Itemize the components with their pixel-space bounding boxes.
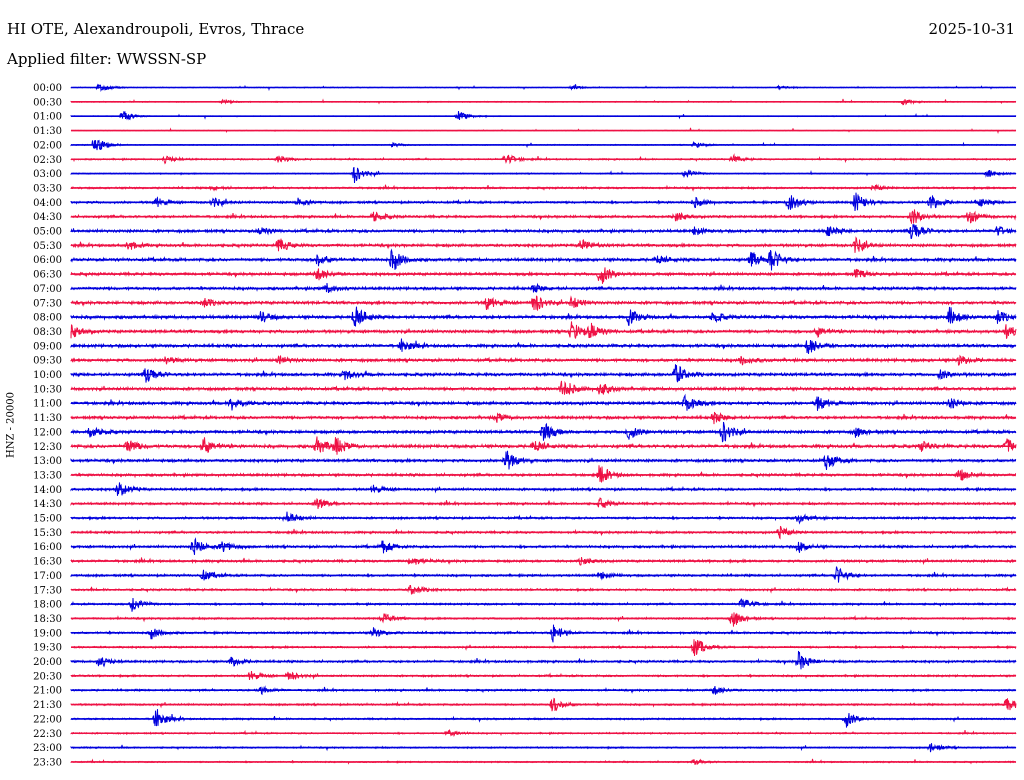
row-time-label: 20:30 bbox=[33, 671, 62, 682]
row-time-label: 13:00 bbox=[33, 456, 62, 467]
row-time-label: 21:00 bbox=[33, 686, 62, 697]
row-time-label: 00:00 bbox=[33, 83, 62, 94]
row-time-label: 21:30 bbox=[33, 700, 62, 711]
seismic-trace-row bbox=[70, 465, 1016, 483]
row-time-label: 12:00 bbox=[33, 427, 62, 438]
row-time-label: 09:30 bbox=[33, 356, 62, 367]
row-time-label: 05:00 bbox=[33, 227, 62, 238]
row-time-label: 04:00 bbox=[33, 198, 62, 209]
row-time-label: 08:00 bbox=[33, 313, 62, 324]
row-time-label: 15:30 bbox=[33, 528, 62, 539]
seismic-trace-row bbox=[70, 321, 1017, 339]
row-time-label: 02:30 bbox=[33, 155, 62, 166]
row-time-label: 17:00 bbox=[33, 571, 62, 582]
row-time-label: 16:00 bbox=[33, 542, 62, 553]
seismic-trace-row bbox=[70, 566, 1017, 583]
row-time-label: 15:00 bbox=[33, 514, 62, 525]
seismic-trace-row bbox=[70, 364, 1017, 383]
row-time-label: 11:00 bbox=[33, 399, 62, 410]
row-time-label: 04:30 bbox=[33, 212, 62, 223]
row-time-label: 07:00 bbox=[33, 284, 62, 295]
seismic-trace-row bbox=[70, 436, 1017, 455]
row-time-label: 17:30 bbox=[33, 585, 62, 596]
row-time-label: 22:30 bbox=[33, 729, 62, 740]
row-time-label: 09:00 bbox=[33, 341, 62, 352]
row-time-label: 19:00 bbox=[33, 628, 62, 639]
seismic-trace-row bbox=[70, 650, 1017, 670]
filter-label: Applied filter: WWSSN-SP bbox=[7, 50, 207, 68]
row-time-label: 22:00 bbox=[33, 714, 62, 725]
row-time-label: 01:00 bbox=[33, 112, 62, 123]
row-time-label: 14:30 bbox=[33, 499, 62, 510]
row-time-label: 18:00 bbox=[33, 600, 62, 611]
row-time-label: 03:30 bbox=[33, 183, 62, 194]
row-time-label: 12:30 bbox=[33, 442, 62, 453]
row-time-label: 06:00 bbox=[33, 255, 62, 266]
row-time-label: 02:00 bbox=[33, 140, 62, 151]
row-time-label: 01:30 bbox=[33, 126, 62, 137]
row-time-label: 19:30 bbox=[33, 643, 62, 654]
row-time-label: 10:00 bbox=[33, 370, 62, 381]
row-time-label: 00:30 bbox=[33, 97, 62, 108]
row-time-label: 13:30 bbox=[33, 470, 62, 481]
row-time-label: 08:30 bbox=[33, 327, 62, 338]
station-title: HI OTE, Alexandroupoli, Evros, Thrace bbox=[7, 20, 305, 38]
row-time-label: 05:30 bbox=[33, 241, 62, 252]
row-time-label: 23:30 bbox=[33, 757, 62, 768]
row-time-label: 20:00 bbox=[33, 657, 62, 668]
seismic-trace-row bbox=[70, 267, 1017, 284]
row-time-label: 03:00 bbox=[33, 169, 62, 180]
record-date: 2025-10-31 bbox=[928, 20, 1015, 38]
seismic-trace-row bbox=[70, 380, 1017, 395]
row-time-label: 11:30 bbox=[33, 413, 62, 424]
row-time-label: 18:30 bbox=[33, 614, 62, 625]
row-time-label: 10:30 bbox=[33, 384, 62, 395]
seismic-trace-row bbox=[70, 166, 1017, 184]
seismic-trace-row bbox=[70, 612, 1017, 627]
row-time-label: 14:00 bbox=[33, 485, 62, 496]
row-time-label: 06:30 bbox=[33, 270, 62, 281]
row-time-label: 23:00 bbox=[33, 743, 62, 754]
row-time-label: 16:30 bbox=[33, 557, 62, 568]
row-time-label: 07:30 bbox=[33, 298, 62, 309]
